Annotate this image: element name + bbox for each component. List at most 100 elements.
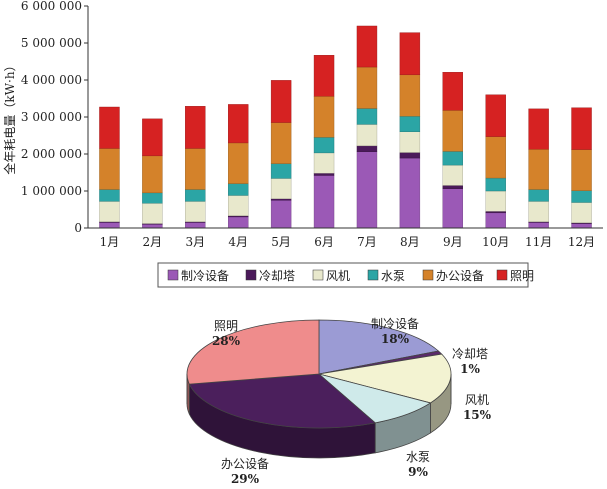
bar-segment xyxy=(228,195,249,216)
bar-segment xyxy=(485,212,506,229)
bar-segment xyxy=(99,148,120,190)
bar-series xyxy=(99,25,592,229)
pie-slice-label: 制冷设备 xyxy=(371,317,419,331)
bar-segment xyxy=(99,106,120,149)
pie-slice-percent: 1% xyxy=(460,362,480,376)
pie-slice xyxy=(318,319,440,375)
pie-slice xyxy=(318,353,452,404)
pie-slice-label: 冷却塔 xyxy=(452,347,488,361)
pie-slice-percent: 9% xyxy=(408,465,428,479)
bar-segment xyxy=(571,190,592,203)
y-tick-label: 4 000 000 xyxy=(21,73,82,87)
x-tick-label: 5月 xyxy=(271,235,291,249)
bar-segment xyxy=(571,107,592,150)
bar-segment xyxy=(528,189,549,202)
bar-segment xyxy=(442,72,463,111)
bar-segment xyxy=(185,201,206,222)
x-tick-label: 9月 xyxy=(443,235,463,249)
bar-segment xyxy=(528,108,549,150)
bar-segment xyxy=(99,201,120,222)
bar-segment xyxy=(528,148,549,190)
bar-stack xyxy=(442,72,463,229)
x-tick-label: 2月 xyxy=(143,235,163,249)
pie-slice-percent: 18% xyxy=(381,332,410,346)
bar-stack xyxy=(228,104,249,229)
bar-segment xyxy=(356,145,378,152)
bar-segment xyxy=(313,152,335,174)
bar-stack xyxy=(485,94,506,229)
bar-segment xyxy=(356,124,378,147)
bar-segment xyxy=(185,222,206,229)
x-tick-label: 4月 xyxy=(228,235,248,249)
bar-stack xyxy=(99,106,120,229)
bar-segment xyxy=(571,223,592,229)
y-tick-label: 6 000 000 xyxy=(21,0,82,13)
bar-segment xyxy=(356,108,378,125)
bar-segment xyxy=(270,122,292,164)
x-tick-label: 6月 xyxy=(314,235,334,249)
pie-slice-label: 办公设备 xyxy=(221,456,269,471)
bar-segment xyxy=(442,151,463,166)
bar-segment xyxy=(185,148,206,190)
bar-segment xyxy=(313,137,335,154)
bar-segment xyxy=(399,157,421,229)
bar-stack xyxy=(571,107,592,229)
bar-stack xyxy=(142,118,163,229)
x-tick-label: 7月 xyxy=(357,235,377,249)
pie-top-faces xyxy=(186,319,452,429)
y-tick-label: 2 000 000 xyxy=(21,147,82,161)
bar-segment xyxy=(399,116,421,133)
bar-segment xyxy=(270,178,292,199)
bar-segment xyxy=(399,152,421,159)
x-axis: 1月 2月 3月 4月 5月 6月 7月 8月 9月 10月 11月 12月 xyxy=(88,227,603,249)
legend-label: 照明 xyxy=(510,269,534,283)
bar-stack xyxy=(185,106,206,229)
bar-segment xyxy=(528,201,549,222)
bar-segment xyxy=(313,175,335,229)
legend-label: 风机 xyxy=(326,269,350,283)
pie-slice-label: 照明 xyxy=(214,319,238,333)
pie-slice-label: 水泵 xyxy=(406,450,430,464)
legend-swatch xyxy=(422,269,434,281)
bar-segment xyxy=(99,189,120,202)
bar-segment xyxy=(142,118,163,157)
bar-segment xyxy=(270,163,292,179)
bar-stack xyxy=(313,55,335,229)
bar-segment xyxy=(99,222,120,229)
pie-slice xyxy=(188,373,377,429)
bar-segment xyxy=(485,136,506,179)
legend: 制冷设备 冷却塔 风机 水泵 办公设备 照明 xyxy=(157,262,534,288)
bar-segment xyxy=(442,110,463,152)
pie-slice-percent: 29% xyxy=(231,472,260,486)
legend-swatch xyxy=(245,269,257,281)
bar-segment xyxy=(185,189,206,202)
bar-segment xyxy=(485,190,506,212)
bar-stack xyxy=(528,108,549,229)
bar-segment xyxy=(528,222,549,229)
bar-segment xyxy=(571,149,592,191)
bar-segment xyxy=(228,104,249,144)
bar-segment xyxy=(228,142,249,184)
bar-segment xyxy=(356,66,378,109)
bar-segment xyxy=(228,183,249,196)
bar-segment xyxy=(270,80,292,123)
x-tick-label: 8月 xyxy=(400,235,420,249)
bar-segment xyxy=(571,202,592,224)
legend-box xyxy=(157,262,529,288)
y-tick-label: 1 000 000 xyxy=(21,184,82,198)
bar-segment xyxy=(485,211,506,214)
legend-swatch xyxy=(496,269,508,281)
pie-slice xyxy=(186,319,320,385)
bar-segment xyxy=(485,177,506,192)
bar-segment xyxy=(356,25,378,68)
legend-label: 冷却塔 xyxy=(259,269,295,283)
bar-segment xyxy=(142,224,163,229)
bar-segment xyxy=(142,192,163,204)
y-tick-label: 0 xyxy=(74,221,82,235)
x-tick-label: 1月 xyxy=(100,235,120,249)
bar-segment xyxy=(142,155,163,194)
legend-label: 办公设备 xyxy=(436,268,484,283)
legend-label: 水泵 xyxy=(381,269,405,283)
